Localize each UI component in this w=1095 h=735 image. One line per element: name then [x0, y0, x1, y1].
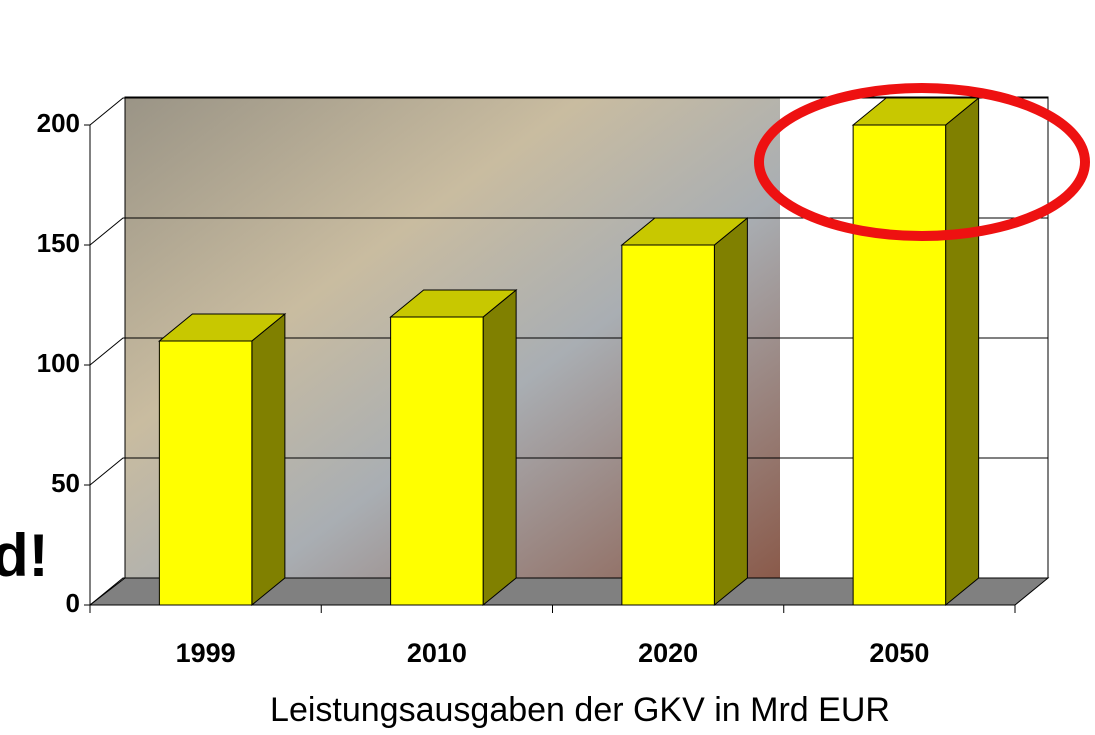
y-tick-label: 150 [37, 228, 80, 258]
grid-line [89, 97, 1048, 126]
x-tick-label: 2020 [638, 638, 698, 668]
bar-front [621, 244, 715, 606]
x-tick-label: 2010 [407, 638, 467, 668]
bar-side [482, 288, 517, 607]
bar-side [251, 312, 286, 607]
bar [851, 96, 981, 607]
x-tick-label: 2050 [869, 638, 929, 668]
x-axis-title: Leistungsausgaben der GKV in Mrd EUR [270, 691, 890, 729]
annotation: d! [0, 522, 49, 589]
bar-front [390, 316, 484, 606]
y-tick-label: 200 [37, 108, 80, 138]
highlight-ellipse [754, 83, 1090, 241]
bar-front [852, 124, 947, 606]
x-tick-label: 1999 [176, 638, 236, 668]
y-tick-label: 100 [37, 348, 80, 378]
bar-side [713, 216, 748, 607]
bar-front [158, 340, 253, 606]
bar [157, 312, 287, 607]
y-tick-label: 50 [51, 468, 80, 498]
y-tick-label: 0 [66, 588, 80, 618]
bar-side [945, 96, 980, 607]
bar [389, 288, 518, 607]
bar [620, 216, 749, 607]
